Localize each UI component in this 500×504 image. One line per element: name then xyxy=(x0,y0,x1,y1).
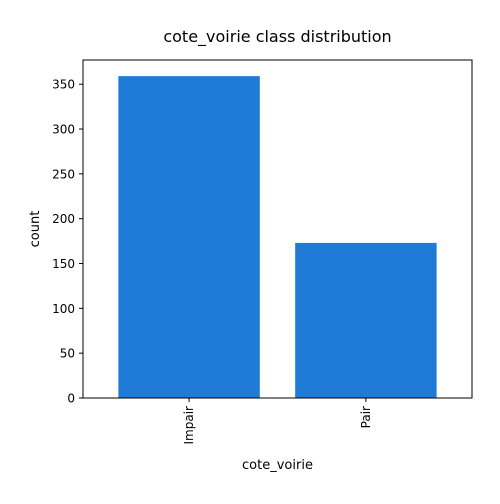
bar-impair xyxy=(118,76,260,398)
y-tick-label-350: 350 xyxy=(52,78,75,92)
x-tick-label-pair: Pair xyxy=(359,406,373,428)
y-tick-label-50: 50 xyxy=(60,347,75,361)
x-tick-label-impair: Impair xyxy=(182,406,196,445)
y-tick-label-150: 150 xyxy=(52,257,75,271)
y-tick-label-300: 300 xyxy=(52,123,75,137)
y-axis-label: count xyxy=(28,211,43,248)
y-tick-label-0: 0 xyxy=(67,392,75,406)
y-tick-label-250: 250 xyxy=(52,167,75,181)
y-tick-label-200: 200 xyxy=(52,212,75,226)
x-axis-ticks: Impair Pair xyxy=(182,398,373,444)
bars-layer xyxy=(118,76,437,398)
y-tick-label-100: 100 xyxy=(52,302,75,316)
bar-pair xyxy=(295,242,437,398)
x-axis-label: cote_voirie xyxy=(242,458,313,473)
plot-frame xyxy=(82,59,473,399)
y-axis-ticks: 0 50 100 150 200 250 300 350 xyxy=(52,78,83,406)
chart-title: cote_voirie class distribution xyxy=(163,27,391,47)
